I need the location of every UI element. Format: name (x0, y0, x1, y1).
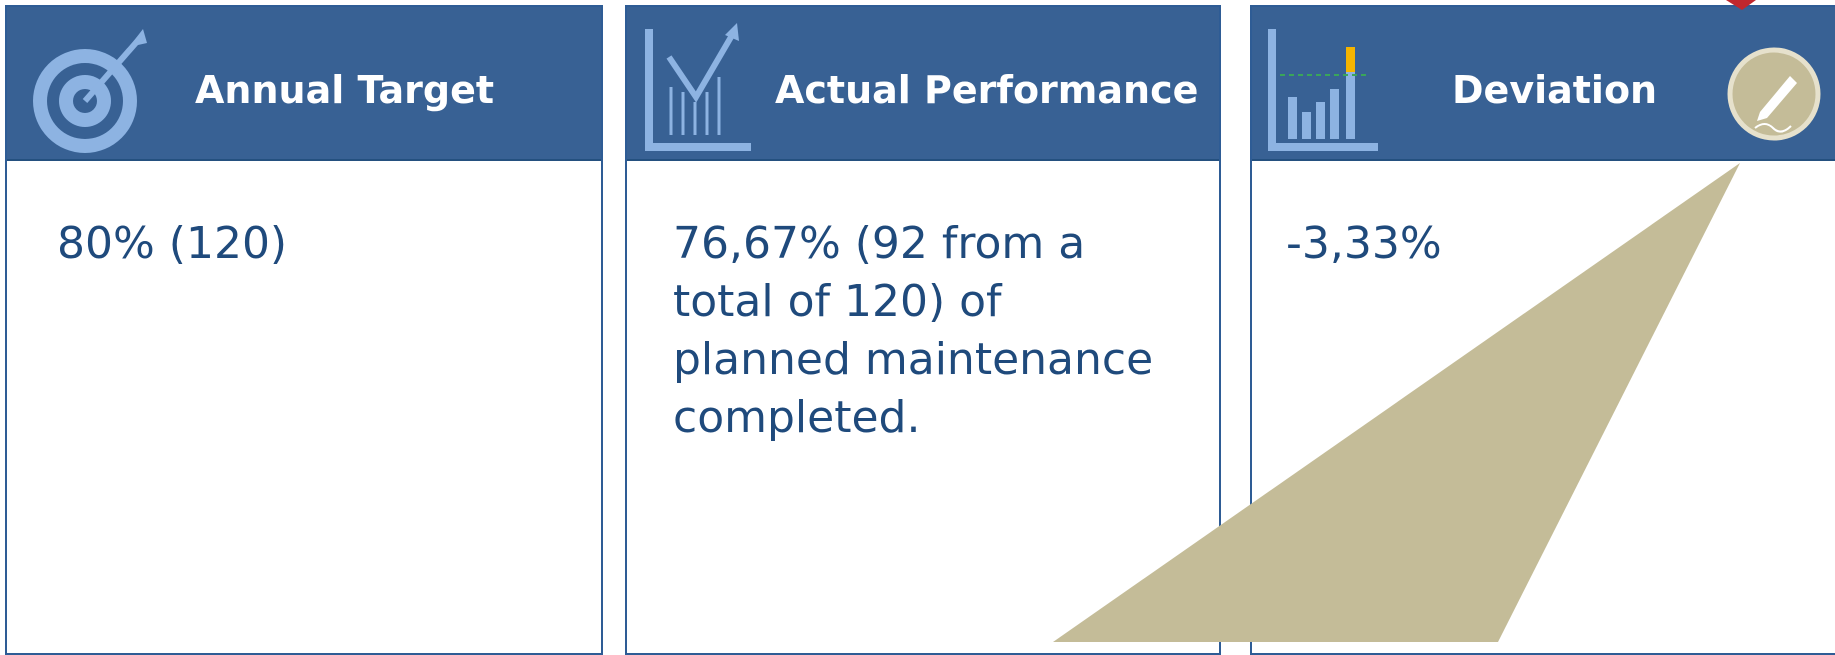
card-text: 76,67% (92 from a total of 120) of plann… (673, 218, 1154, 443)
chart-icon (645, 23, 751, 151)
card: Deviation -3,33% (1250, 5, 1835, 655)
card-title: Deviation (1452, 68, 1658, 112)
card-title: Annual Target (195, 68, 495, 112)
target-icon (33, 29, 147, 153)
card-header: Actual Performance (627, 7, 1219, 161)
card: Annual Target 80% (120) (5, 5, 603, 655)
bar-icon (1268, 29, 1378, 151)
card-text: -3,33% (1286, 218, 1442, 269)
card-header: Deviation (1252, 7, 1835, 161)
card-title: Actual Performance (775, 68, 1199, 112)
card-header: Annual Target (7, 7, 601, 161)
card: Actual Performance 76,67% (92 from a tot… (625, 5, 1221, 655)
card-text: 80% (120) (57, 218, 288, 269)
